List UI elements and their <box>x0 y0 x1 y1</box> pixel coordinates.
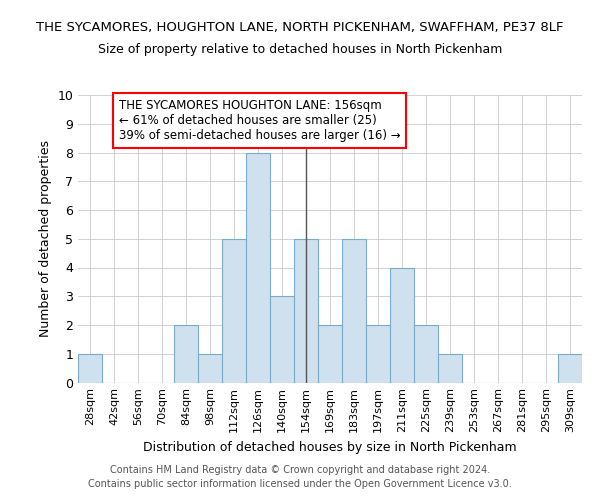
Bar <box>558 354 582 382</box>
Bar <box>246 152 270 382</box>
Bar <box>294 239 318 382</box>
Text: Contains HM Land Registry data © Crown copyright and database right 2024.: Contains HM Land Registry data © Crown c… <box>110 465 490 475</box>
Text: THE SYCAMORES HOUGHTON LANE: 156sqm
← 61% of detached houses are smaller (25)
39: THE SYCAMORES HOUGHTON LANE: 156sqm ← 61… <box>119 100 400 142</box>
Bar <box>270 296 294 382</box>
Y-axis label: Number of detached properties: Number of detached properties <box>39 140 52 337</box>
Bar <box>174 325 198 382</box>
Bar <box>78 354 102 382</box>
Text: Size of property relative to detached houses in North Pickenham: Size of property relative to detached ho… <box>98 44 502 57</box>
Bar <box>414 325 438 382</box>
Bar <box>342 239 366 382</box>
X-axis label: Distribution of detached houses by size in North Pickenham: Distribution of detached houses by size … <box>143 440 517 454</box>
Bar <box>438 354 462 382</box>
Text: Contains public sector information licensed under the Open Government Licence v3: Contains public sector information licen… <box>88 479 512 489</box>
Bar <box>318 325 342 382</box>
Bar <box>198 354 222 382</box>
Bar <box>222 239 246 382</box>
Bar <box>390 268 414 382</box>
Text: THE SYCAMORES, HOUGHTON LANE, NORTH PICKENHAM, SWAFFHAM, PE37 8LF: THE SYCAMORES, HOUGHTON LANE, NORTH PICK… <box>36 21 564 34</box>
Bar <box>366 325 390 382</box>
